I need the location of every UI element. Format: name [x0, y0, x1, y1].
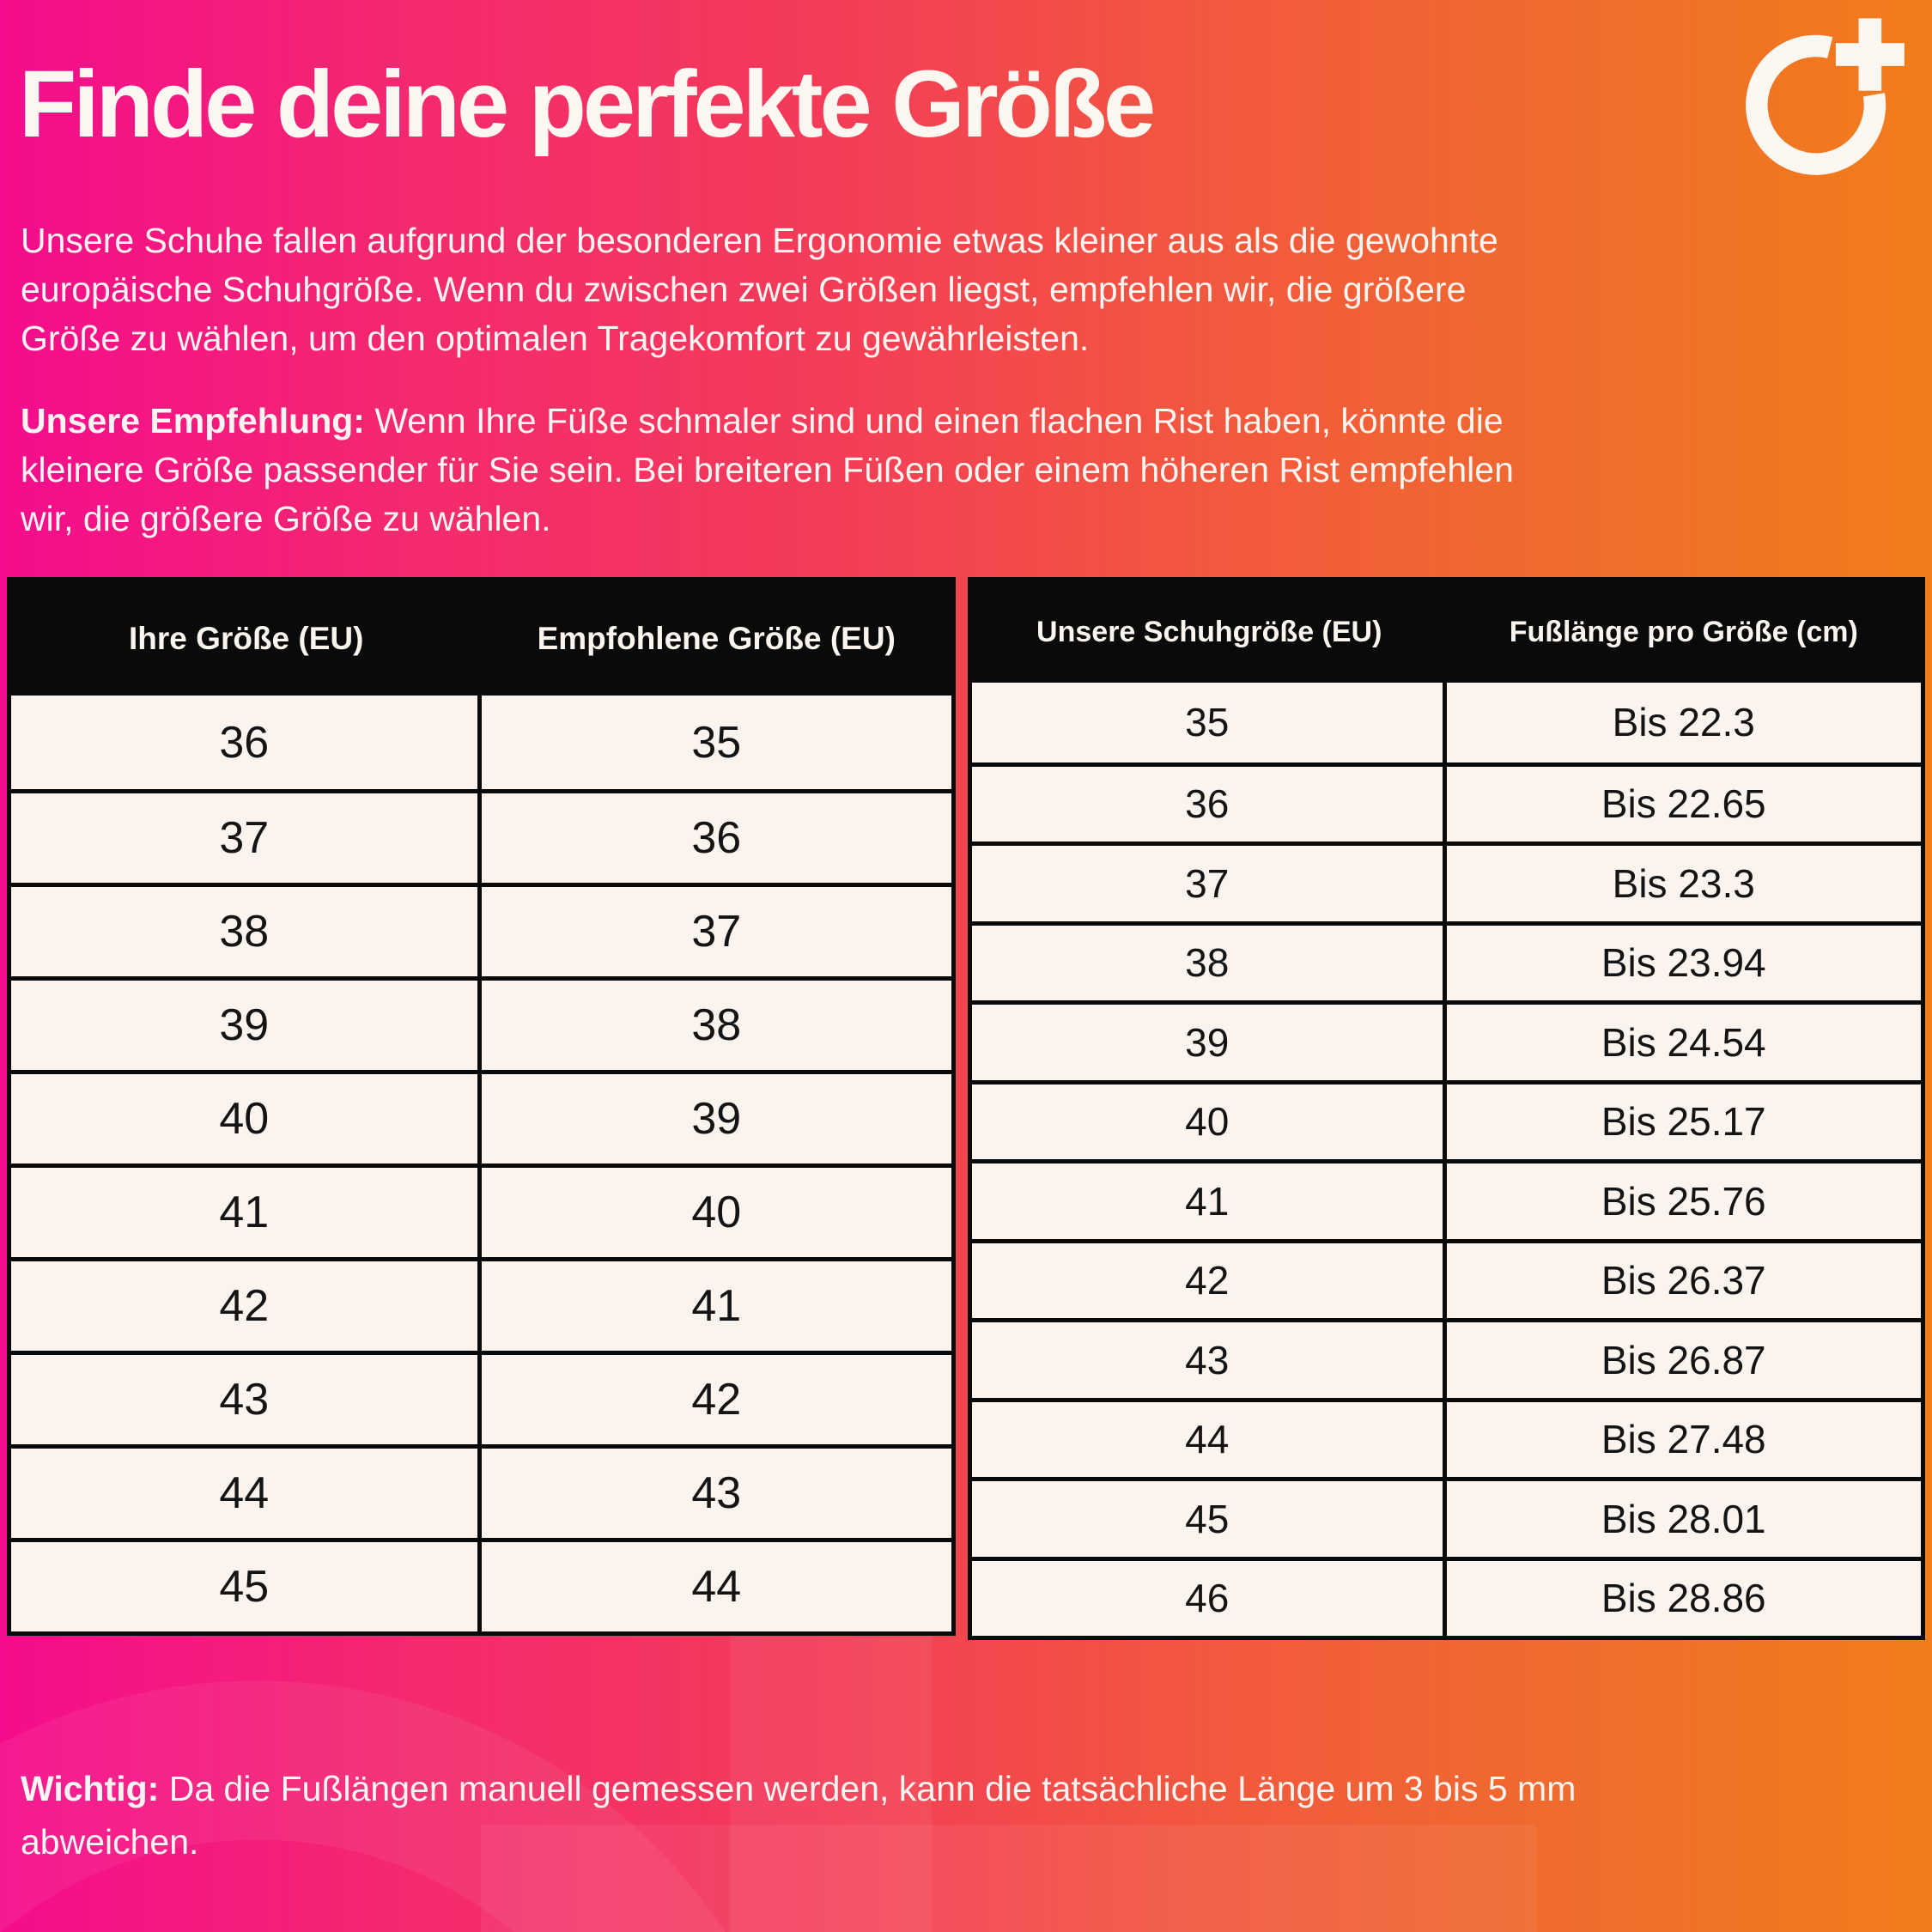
- note-line: Wichtig: Da die Fußlängen manuell gemess…: [21, 1762, 1576, 1815]
- table-cell: Bis 27.48: [1446, 1397, 1921, 1478]
- table-cell: Bis 26.87: [1446, 1318, 1921, 1398]
- table-cell: 35: [972, 683, 1447, 762]
- table-cell: 43: [481, 1444, 951, 1538]
- table-cell: 35: [691, 717, 742, 768]
- table-cell: Bis 28.86: [1446, 1556, 1921, 1637]
- table-cell: 44: [11, 1444, 482, 1538]
- table-cell: 41: [481, 1257, 951, 1351]
- note-line-text: Da die Fußlängen manuell gemessen werden…: [159, 1769, 1577, 1808]
- size-conversion-table: Ihre Größe (EU) Empfohlene Größe (EU) 36…: [7, 577, 956, 1636]
- length-table-body: 35 Bis 22.3 36 Bis 22.65 37 Bis 23.3 38 Bis 23.…: [972, 683, 1921, 1636]
- table-cell: 36: [972, 762, 1447, 841]
- table-cell: 36: [11, 696, 482, 789]
- table-cell: Bis 23.3: [1446, 841, 1921, 921]
- intro-paragraph: Unsere Schuhe fallen aufgrund der besond…: [21, 216, 1498, 363]
- table-cell: 44: [481, 1538, 951, 1631]
- table-cell: 39: [481, 1070, 951, 1163]
- table-cell: Bis 26.37: [1446, 1238, 1921, 1319]
- table-cell: 37: [972, 841, 1447, 921]
- table-cell: 37: [481, 883, 951, 976]
- recommendation-line: Unsere Empfehlung: Wenn Ihre Füße schmal…: [21, 397, 1514, 446]
- table-cell: Bis 28.01: [1446, 1477, 1921, 1557]
- table-cell: 43: [972, 1318, 1447, 1398]
- table-cell: Bis 22.65: [1446, 762, 1921, 842]
- table-cell: 40: [972, 1079, 1447, 1159]
- o-plus-logo-icon: [1746, 18, 1905, 175]
- note-paragraph: Wichtig: Da die Fußlängen manuell gemess…: [21, 1762, 1576, 1868]
- recommendation-line: wir, die größere Größe zu wählen.: [21, 499, 551, 538]
- size-table-header: Ihre Größe (EU) Empfohlene Größe (EU): [11, 581, 951, 696]
- table-cell: 46: [972, 1556, 1447, 1636]
- table-cell: 38: [481, 976, 951, 1070]
- table-cell: Bis 25.76: [1446, 1159, 1921, 1239]
- table-cell: 40: [481, 1163, 951, 1257]
- intro-line: Größe zu wählen, um den optimalen Tragek…: [21, 319, 1090, 358]
- table-cell: 41: [11, 1163, 482, 1257]
- table-cell: 38: [972, 920, 1447, 1000]
- size-table-body: 36 35 37 36 38 37 39 38 40 39 41 40 42 41 43 42 44 43 45 44: [11, 696, 951, 1631]
- table-cell: Bis 22.3: [1612, 700, 1755, 745]
- table-cell: 40: [11, 1070, 482, 1163]
- table-cell: 42: [481, 1351, 951, 1444]
- table-cell: 36: [481, 789, 951, 883]
- table-cell: 38: [11, 883, 482, 976]
- table-cell: 44: [972, 1397, 1447, 1477]
- table-cell: 45: [11, 1538, 482, 1631]
- note-label: Wichtig:: [21, 1769, 160, 1808]
- table-cell: 42: [972, 1238, 1447, 1318]
- note-line: abweichen.: [21, 1822, 199, 1862]
- recommendation-paragraph: Unsere Empfehlung: Wenn Ihre Füße schmal…: [21, 397, 1514, 544]
- table-cell: Bis 24.54: [1446, 1000, 1921, 1080]
- page-title: Finde deine perfekte Größe: [19, 52, 1156, 157]
- foot-length-table: Unsere Schuhgröße (EU) Fußlänge pro Größ…: [968, 577, 1925, 1640]
- table-cell: 42: [11, 1257, 482, 1351]
- column-header: Ihre Größe (EU): [129, 620, 364, 656]
- table-cell: 45: [972, 1477, 1447, 1557]
- column-header: Fußlänge pro Größe (cm): [1509, 615, 1858, 648]
- recommendation-line-text: Wenn Ihre Füße schmaler sind und einen f…: [364, 401, 1504, 440]
- table-cell: 37: [11, 789, 482, 883]
- table-cell: 41: [972, 1159, 1447, 1239]
- column-header: Unsere Schuhgröße (EU): [1036, 615, 1382, 648]
- recommendation-label: Unsere Empfehlung:: [21, 401, 365, 440]
- table-cell: 43: [11, 1351, 482, 1444]
- table-cell: 39: [972, 1000, 1447, 1080]
- recommendation-line: kleinere Größe passender für Sie sein. B…: [21, 450, 1514, 489]
- intro-line: europäische Schuhgröße. Wenn du zwischen…: [21, 270, 1467, 309]
- table-cell: Bis 25.17: [1446, 1079, 1921, 1160]
- length-table-header: Unsere Schuhgröße (EU) Fußlänge pro Größ…: [972, 581, 1921, 683]
- intro-line: Unsere Schuhe fallen aufgrund der besond…: [21, 221, 1498, 260]
- column-header: Empfohlene Größe (EU): [537, 620, 896, 656]
- table-cell: 39: [11, 976, 482, 1070]
- table-cell: Bis 23.94: [1446, 920, 1921, 1001]
